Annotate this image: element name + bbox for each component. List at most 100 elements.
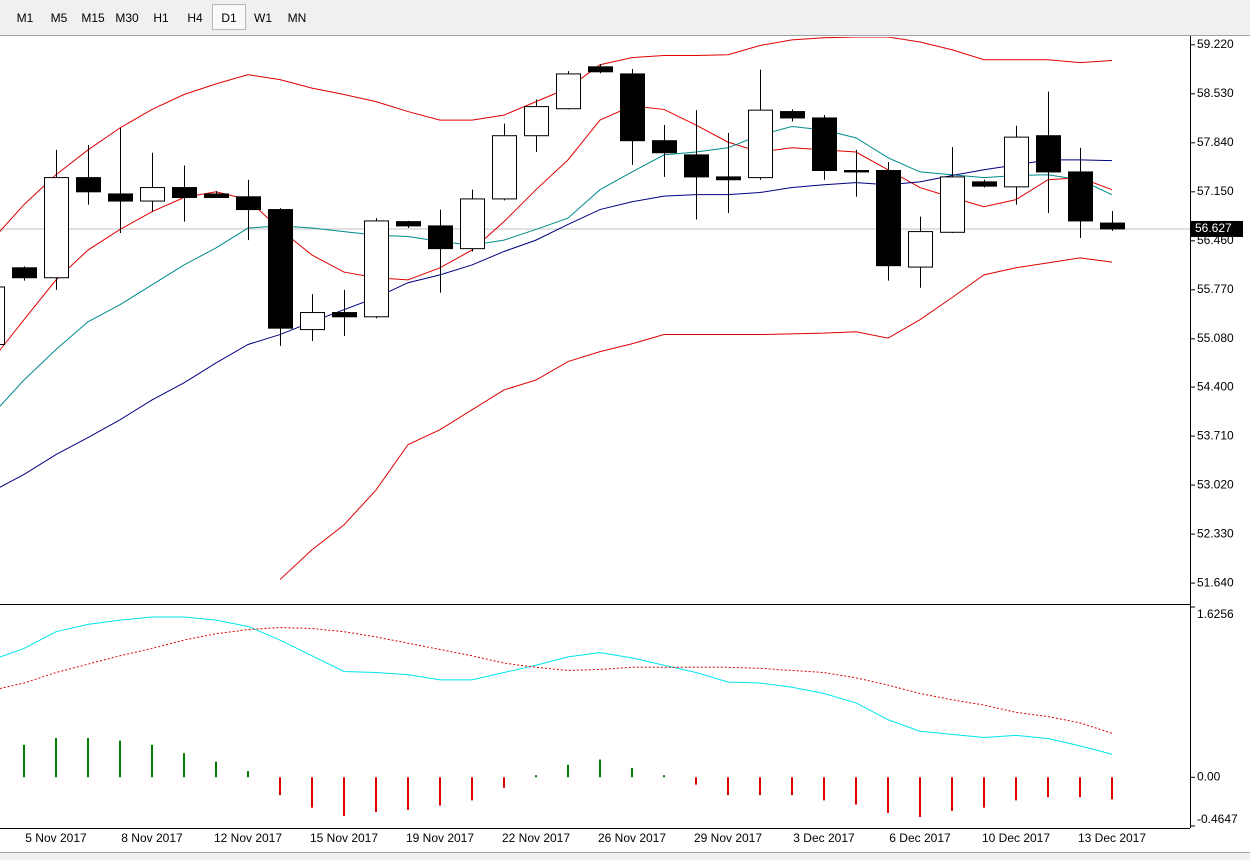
axes: 51.640 52.330 53.020 53.710 54.400 55.080 55.7… [25,37,1243,845]
indicator-line [0,125,1113,407]
histogram-bar [567,764,569,778]
candle-body [940,176,965,233]
candle-body [1036,135,1061,173]
y-tick-label: 57.150 [1197,184,1234,198]
y-tick-label: 52.330 [1197,526,1234,540]
histogram-bar [823,777,825,801]
x-tick-label: 19 Nov 2017 [406,831,474,845]
candle-body [556,73,581,110]
candle-body [396,221,421,227]
histogram-bar [503,777,505,788]
histogram-bar [375,777,377,812]
histogram-bar [1079,777,1081,798]
histogram-bar [983,777,985,808]
last-price-tag [1191,220,1243,237]
candle-body [140,187,165,202]
histogram-bar [407,777,409,810]
candle-body [492,135,517,200]
toolbar: M1 M5 M15 M30 H1 H4 D1 W1 MN [0,0,1250,36]
timeframe-button[interactable]: D1 [212,4,246,30]
histogram-bar [247,771,249,778]
candle-body [364,220,389,318]
histogram-bar [311,777,313,808]
histogram-bar [919,777,921,818]
indicator-line [0,626,1113,734]
price-pane [0,37,1190,580]
indicator-line [279,257,1113,580]
histogram-bar [279,777,281,796]
timeframe-button[interactable]: H1 [153,11,169,25]
timeframe-button[interactable]: M30 [115,11,139,25]
histogram-bar [535,775,537,778]
histogram-bar [791,777,793,796]
histogram-bar [439,777,441,806]
x-tick-label: 26 Nov 2017 [598,831,666,845]
y-tick-label: 55.770 [1197,282,1234,296]
x-tick-label: 15 Nov 2017 [310,831,378,845]
histogram-bar [55,738,57,778]
last-price-label: 56.627 [1195,221,1232,235]
timeframe-button[interactable]: M15 [81,11,105,25]
histogram-bar [471,777,473,801]
histogram-bar [759,777,761,796]
y-tick-label: -0.4647 [1197,812,1238,826]
candle-body [76,177,101,193]
x-tick-label: 10 Dec 2017 [982,831,1050,845]
macd-pane [0,616,1113,818]
candle-body [44,177,69,279]
candle-body [652,140,677,154]
histogram-bar [855,777,857,805]
candle-body [684,154,709,178]
candle-body [876,170,901,267]
indicator-line [0,159,1113,488]
histogram-bar [951,777,953,811]
timeframe-button[interactable]: MN [287,11,307,25]
candle-body [236,196,261,211]
histogram-bar [183,753,185,778]
timeframe-button[interactable]: M1 [16,11,34,25]
candle-body [1004,136,1029,188]
candle-body [812,117,837,172]
candle-body [0,286,5,346]
candle-body [428,225,453,250]
candle-body [588,66,613,73]
candle-body [108,193,133,202]
indicator-line [0,37,1113,232]
candle-body [620,73,645,142]
histogram-bar [151,744,153,778]
candle-body [524,106,549,137]
x-tick-label: 13 Dec 2017 [1078,831,1146,845]
histogram-bar [119,740,121,778]
candle-body [204,193,229,198]
indicator-line [0,105,1113,351]
candle-body [1068,171,1093,222]
candle-body [716,176,741,181]
histogram-bar [599,759,601,778]
candle-body [972,181,997,187]
y-tick-label: 53.710 [1197,428,1234,442]
candle-body [460,198,485,250]
candle-body [12,267,37,279]
y-tick-label: 59.220 [1197,37,1234,51]
y-tick-label: 51.640 [1197,575,1234,589]
timeframe-button[interactable]: M5 [50,11,68,25]
histogram-bar [1111,777,1113,800]
x-tick-label: 6 Dec 2017 [889,831,951,845]
candle-body [844,170,869,173]
candle-body [268,209,293,329]
histogram-bar [343,777,345,817]
y-tick-label: 1.6256 [1197,607,1234,621]
candle-body [1100,222,1125,230]
histogram-bar [215,761,217,778]
histogram-bar [727,777,729,796]
candle-body [172,187,197,198]
y-tick-label: 53.020 [1197,477,1234,491]
timeframe-button[interactable]: H4 [187,11,203,25]
x-tick-label: 8 Nov 2017 [121,831,183,845]
x-tick-label: 12 Nov 2017 [214,831,282,845]
timeframe-button[interactable]: W1 [254,11,272,25]
histogram-bar [631,767,633,778]
indicator-line [0,616,1113,755]
